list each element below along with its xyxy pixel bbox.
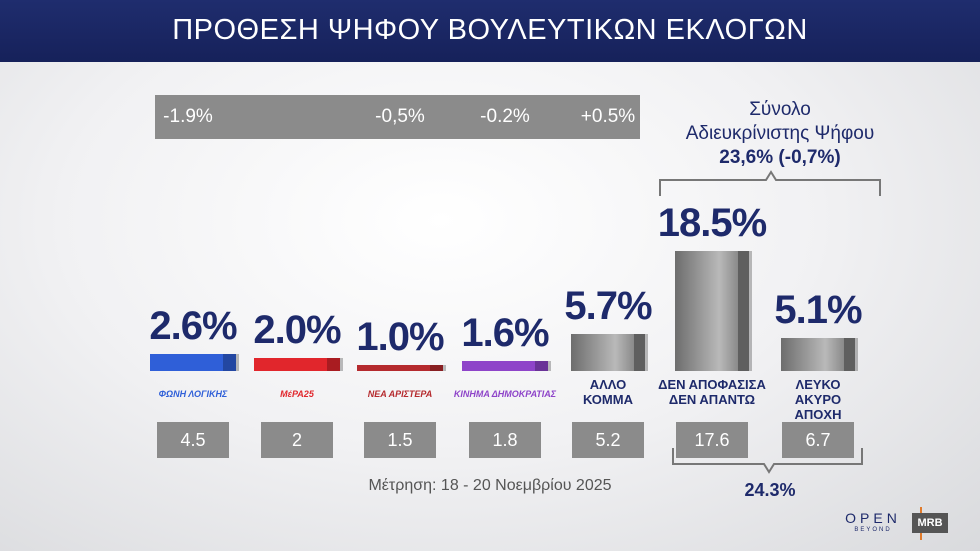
header-band xyxy=(0,0,980,62)
brand: OPEN xyxy=(845,510,901,526)
party-logo: ΝΕΑ ΑΡΙΣΤΕΡΑ xyxy=(367,389,433,399)
bar xyxy=(254,358,340,371)
value-label: 1.0% xyxy=(356,314,444,359)
party-logo: ΚΙΝΗΜΑ ΔΗΜΟΚΡΑΤΙΑΣ xyxy=(453,389,557,399)
summary-title: Σύνολο Αδιευκρίνιστης Ψήφου xyxy=(685,99,875,144)
bracket-top xyxy=(659,170,881,196)
previous-total: 24.3% xyxy=(744,480,796,500)
bracket-bottom xyxy=(672,448,863,474)
bar xyxy=(781,337,855,371)
bar xyxy=(462,360,548,371)
note: Μέτρηση: 18 - 20 Νοεμβρίου 2025 xyxy=(368,477,612,494)
changes-box xyxy=(155,95,640,139)
change-label: +0.5% xyxy=(580,106,636,127)
previous-value: 1.8 xyxy=(469,422,541,458)
source: MRB xyxy=(912,513,948,533)
category-label: ΑΛΛΟ ΚΟΜΜΑ xyxy=(583,377,633,407)
change-label: -0.2% xyxy=(480,106,530,127)
party-logo: ΜέΡΑ25 xyxy=(280,389,314,399)
category-label: ΔΕΝ ΑΠΟΦΑΣΙΣΑ ΔΕΝ ΑΠΑΝΤΩ xyxy=(658,377,766,407)
value-label: 2.6% xyxy=(149,304,237,349)
previous-value: 5.2 xyxy=(572,422,644,458)
value-label: 2.0% xyxy=(253,308,341,352)
bar xyxy=(675,250,749,371)
previous-value: 17.6 xyxy=(676,422,748,458)
value-label: 1.6% xyxy=(461,310,549,355)
summary-value: 23,6% (-0,7%) xyxy=(719,147,841,168)
value-label: 18.5% xyxy=(657,200,767,245)
change-label: -1.9% xyxy=(163,106,213,127)
change-label: -0,5% xyxy=(375,106,425,127)
previous-value: 1.5 xyxy=(364,422,436,458)
title: ΠΡΟΘΕΣΗ ΨΗΦΟΥ ΒΟΥΛΕΥΤΙΚΩΝ ΕΚΛΟΓΩΝ xyxy=(172,14,808,46)
previous-value: 2 xyxy=(261,422,333,458)
previous-value: 4.5 xyxy=(157,422,229,458)
bar xyxy=(357,364,443,371)
value-label: 5.7% xyxy=(564,283,652,328)
category-label: ΛΕΥΚΟ ΑΚΥΡΟ ΑΠΟΧΗ xyxy=(794,377,842,422)
bar xyxy=(150,354,236,371)
previous-value: 6.7 xyxy=(782,422,854,458)
party-logo: ΦΩΝΗ ΛΟΓΙΚΗΣ xyxy=(158,389,228,399)
bar xyxy=(571,333,645,371)
value-label: 5.1% xyxy=(774,287,862,332)
brand-sub: BEYOND xyxy=(854,527,892,533)
